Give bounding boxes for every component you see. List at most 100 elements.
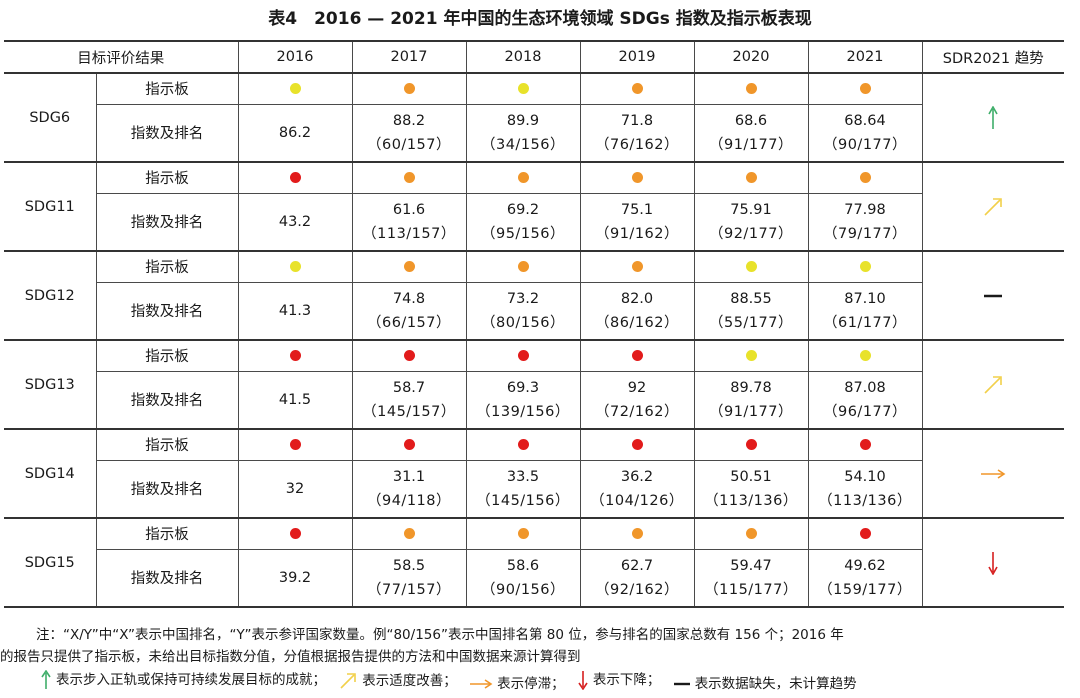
index-cell: 89.78 （91/177） bbox=[693, 370, 809, 430]
dashboard-cell bbox=[579, 517, 695, 550]
rank-value: （34/156） bbox=[480, 136, 565, 153]
index-cell: 74.8 （66/157） bbox=[351, 281, 467, 341]
dashboard-cell bbox=[351, 161, 467, 194]
rank-value: （91/162） bbox=[594, 225, 679, 242]
arrow-up-right-icon bbox=[984, 197, 1003, 216]
note-line-1: 注：“X/Y”中“X”表示中国排名，“Y”表示参评国家数量。例“80/156”表… bbox=[36, 627, 844, 643]
dashboard-cell bbox=[351, 428, 467, 461]
status-dot-yellow bbox=[745, 261, 757, 273]
index-cell: 54.10 （113/136） bbox=[807, 459, 923, 519]
table-title: 表4 2016 — 2021 年中国的生态环境领域 SDGs 指数及指示板表现 bbox=[268, 9, 812, 29]
index-cell: 58.6 （90/156） bbox=[465, 548, 581, 608]
dashboard-cell bbox=[693, 339, 809, 372]
dashboard-cell bbox=[465, 517, 581, 550]
rank-value: （72/162） bbox=[594, 403, 679, 420]
table-row: SDG14 指示板 bbox=[4, 428, 1064, 519]
index-cell: 59.47 （115/177） bbox=[693, 548, 809, 608]
index-value: 77.98 bbox=[844, 201, 886, 218]
rank-value: （115/177） bbox=[704, 581, 798, 598]
dashboard-cell bbox=[693, 517, 809, 550]
rank-value: （159/177） bbox=[818, 581, 912, 598]
status-dot-yellow bbox=[859, 350, 871, 362]
header-trend: SDR2021 趋势 bbox=[921, 40, 1064, 74]
arrow-up-icon bbox=[41, 670, 51, 689]
index-cell: 87.08 （96/177） bbox=[807, 370, 923, 430]
index-value: 69.2 bbox=[506, 201, 540, 218]
status-dot-orange bbox=[517, 261, 529, 273]
header-row: 目标评价结果 2016 2017 2018 2019 2020 2021 SDR… bbox=[4, 40, 1064, 74]
legend-moderate: 表示适度改善； bbox=[338, 669, 457, 693]
index-cell: 33.5 （145/156） bbox=[465, 459, 581, 519]
dashboard-cell bbox=[237, 72, 353, 105]
index-value: 43.2 bbox=[278, 213, 312, 230]
index-value: 36.2 bbox=[620, 468, 654, 485]
dashboard-cell bbox=[579, 250, 695, 283]
index-cell: 68.6 （91/177） bbox=[693, 103, 809, 163]
status-dot-red bbox=[859, 528, 871, 540]
dashboard-cell bbox=[807, 250, 923, 283]
index-cell: 73.2 （80/156） bbox=[465, 281, 581, 341]
index-cell: 86.2 bbox=[237, 103, 353, 163]
row-label-index: 指数及排名 bbox=[95, 103, 239, 163]
rank-value: （79/177） bbox=[822, 225, 907, 242]
index-cell: 88.2 （60/157） bbox=[351, 103, 467, 163]
rank-value: （113/136） bbox=[818, 492, 912, 509]
index-value: 73.2 bbox=[506, 290, 540, 307]
row-label-index: 指数及排名 bbox=[95, 192, 239, 252]
row-label-index: 指数及排名 bbox=[95, 370, 239, 430]
arrow-down-icon bbox=[578, 671, 588, 690]
rank-value: （86/162） bbox=[594, 314, 679, 331]
row-label-dashboard: 指示板 bbox=[95, 428, 239, 461]
status-dot-red bbox=[745, 439, 757, 451]
rank-value: （92/162） bbox=[594, 581, 679, 598]
rank-value: （95/156） bbox=[480, 225, 565, 242]
rank-value: （145/156） bbox=[476, 492, 570, 509]
index-value: 58.6 bbox=[506, 557, 540, 574]
legend-stagnant-label: 表示停滞； bbox=[497, 676, 565, 692]
legend-down-label: 表示下降； bbox=[592, 672, 661, 688]
header-year: 2019 bbox=[579, 40, 695, 74]
index-cell: 39.2 bbox=[237, 548, 353, 608]
dashboard-cell bbox=[807, 428, 923, 461]
dashboard-cell bbox=[237, 250, 353, 283]
trend-cell bbox=[921, 517, 1064, 608]
notes: 注：“X/Y”中“X”表示中国排名，“Y”表示参评国家数量。例“80/156”表… bbox=[0, 624, 1066, 668]
rank-value: （113/136） bbox=[704, 492, 798, 509]
row-label-dashboard: 指示板 bbox=[95, 161, 239, 194]
rank-value: （91/177） bbox=[708, 136, 793, 153]
status-dot-orange bbox=[403, 83, 415, 95]
status-dot-yellow bbox=[745, 350, 757, 362]
rank-value: （113/157） bbox=[362, 225, 456, 242]
legend-stagnant: 表示停滞； bbox=[469, 672, 565, 696]
status-dot-red bbox=[631, 439, 643, 451]
dashboard-cell bbox=[237, 428, 353, 461]
table-body: SDG6 指示板 指数及排名 86.2 88.2 （60/157） 89.9 （34/156）… bbox=[4, 72, 1064, 608]
rank-value: （60/157） bbox=[366, 136, 451, 153]
dash-icon bbox=[673, 682, 690, 686]
legend-up-label: 表示步入正轨或保持可持续发展目标的成就； bbox=[56, 672, 326, 688]
index-value: 54.10 bbox=[844, 468, 886, 485]
index-cell: 89.9 （34/156） bbox=[465, 103, 581, 163]
dashboard-cell bbox=[351, 339, 467, 372]
rank-value: （96/177） bbox=[822, 403, 907, 420]
arrow-down-icon bbox=[988, 551, 998, 575]
status-dot-yellow bbox=[859, 261, 871, 273]
status-dot-orange bbox=[631, 83, 643, 95]
index-value: 89.9 bbox=[506, 112, 540, 129]
status-dot-orange bbox=[403, 261, 415, 273]
status-dot-red bbox=[289, 439, 301, 451]
row-label-index: 指数及排名 bbox=[95, 459, 239, 519]
table-row: 指数及排名 43.2 61.6 （113/157） 69.2 （95/156） 75.1 （9… bbox=[4, 192, 1064, 252]
status-dot-orange bbox=[859, 83, 871, 95]
status-dot-red bbox=[403, 439, 415, 451]
table-row: SDG12 指示板 bbox=[4, 250, 1064, 341]
legend-down: 表示下降； bbox=[577, 668, 661, 692]
index-value: 87.08 bbox=[844, 379, 886, 396]
status-dot-red bbox=[289, 350, 301, 362]
dash-icon bbox=[984, 294, 1003, 297]
status-dot-orange bbox=[517, 172, 529, 184]
trend-cell bbox=[921, 72, 1064, 163]
status-dot-orange bbox=[859, 172, 871, 184]
table-row: 指数及排名 39.2 58.5 （77/157） 58.6 （90/156） 62.7 （92… bbox=[4, 548, 1064, 608]
index-cell: 88.55 （55/177） bbox=[693, 281, 809, 341]
